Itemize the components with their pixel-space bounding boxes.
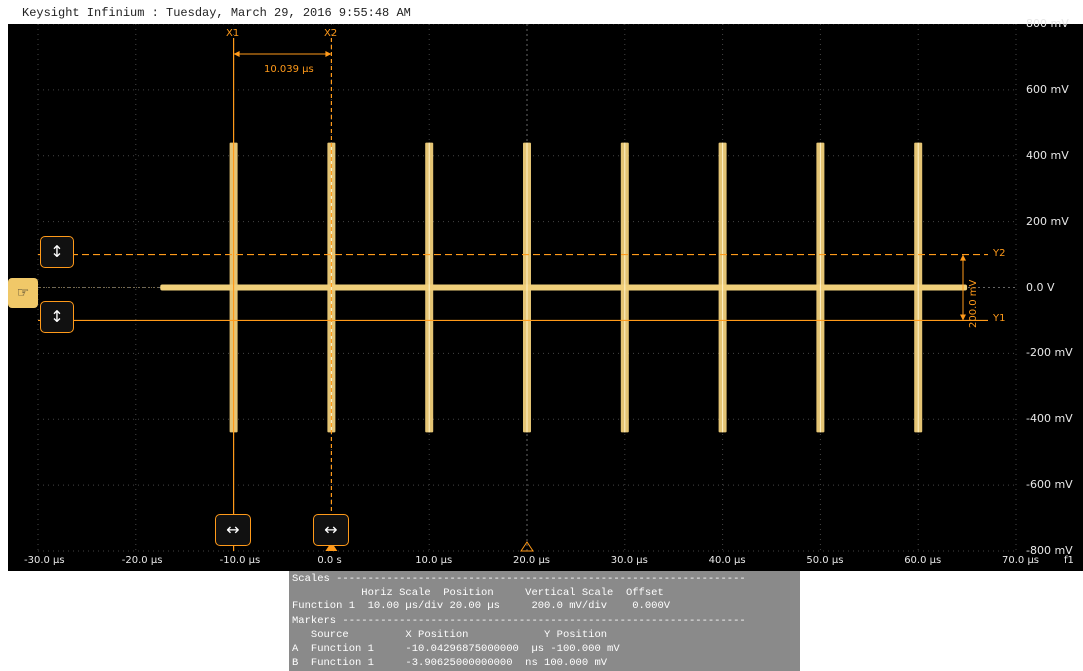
- cursor-delta-x-arrowhead: [325, 51, 332, 57]
- y-axis-tick-label: 0.0 V: [1026, 280, 1055, 294]
- cursor-x2-label: X2: [324, 28, 338, 39]
- trace-baseline: [160, 284, 968, 291]
- x-axis-tick-label: 40.0 µs: [708, 555, 746, 566]
- waveform-display[interactable]: ☞ ↕ ↕ ↔ ↔ X1 X2 10.039 µs Y2 Y1 200.0 mV…: [8, 17, 1083, 571]
- results-panel: Scales ---------------------------------…: [289, 571, 800, 671]
- x-axis-tick-label: 60.0 µs: [904, 555, 942, 566]
- y-axis-tick-label: -200 mV: [1026, 346, 1073, 360]
- y-axis-tick-label: 800 mV: [1026, 17, 1069, 30]
- y-axis-tick-label: 200 mV: [1026, 214, 1069, 228]
- x-axis-tick-label: 20.0 µs: [513, 555, 551, 566]
- waveform-canvas[interactable]: [8, 24, 1083, 571]
- time-reference-marker: [325, 542, 338, 551]
- horizontal-arrows-icon[interactable]: ↔: [313, 514, 349, 546]
- cursor-delta-y-label: 200.0 mV: [968, 279, 979, 328]
- cursor-delta-x-label: 10.039 µs: [264, 64, 314, 75]
- cursor-y2-label: Y2: [993, 248, 1006, 259]
- y-axis-tick-label: -400 mV: [1026, 412, 1073, 426]
- markers-columns: Source X Position Y Position: [292, 629, 608, 641]
- x-axis-suffix: f1: [1064, 555, 1074, 566]
- x-axis-tick-label: 30.0 µs: [610, 555, 648, 566]
- x-axis-tick-label: 70.0 µs: [1002, 555, 1040, 566]
- y-axis-tick-label: 400 mV: [1026, 148, 1069, 162]
- x-axis-tick-label: 0.0 s: [317, 555, 342, 566]
- cursor-delta-x-arrowhead: [233, 51, 240, 57]
- cursor-delta-y-arrowhead: [960, 314, 966, 321]
- cursor-x1-label: X1: [226, 28, 240, 39]
- y-axis-tick-label: -600 mV: [1026, 478, 1073, 492]
- marker-b-row: B Function 1 -3.90625000000000 ns 100.00…: [292, 657, 608, 669]
- horizontal-arrows-icon[interactable]: ↔: [215, 514, 251, 546]
- marker-a-row: A Function 1 -10.04296875000000 µs -100.…: [292, 643, 620, 655]
- markers-header: Markers --------------------------------…: [292, 615, 746, 627]
- x-axis-tick-label: 50.0 µs: [806, 555, 844, 566]
- y-axis-tick-label: 600 mV: [1026, 82, 1069, 96]
- scales-columns: Horiz Scale Position Vertical Scale Offs…: [292, 587, 664, 599]
- x-axis-tick-label: 10.0 µs: [415, 555, 453, 566]
- scales-header: Scales ---------------------------------…: [292, 573, 746, 585]
- y-axis-tick-label: -800 mV: [1026, 544, 1073, 557]
- scales-row: Function 1 10.00 µs/div 20.00 µs 200.0 m…: [292, 600, 671, 612]
- vertical-arrows-icon[interactable]: ↕: [40, 301, 74, 333]
- channel-marker-icon[interactable]: ☞: [8, 278, 38, 308]
- cursor-delta-y-arrowhead: [960, 254, 966, 261]
- window-title: Keysight Infinium : Tuesday, March 29, 2…: [22, 6, 411, 20]
- trigger-marker-icon: [520, 541, 534, 552]
- vertical-arrows-icon[interactable]: ↕: [40, 236, 74, 268]
- x-axis-tick-label: -20.0 µs: [121, 555, 163, 566]
- x-axis-tick-label: -10.0 µs: [219, 555, 261, 566]
- cursor-y1-label: Y1: [993, 313, 1006, 324]
- title-bar: Keysight Infinium : Tuesday, March 29, 2…: [0, 0, 1083, 24]
- x-axis-tick-label: -30.0 µs: [24, 555, 65, 566]
